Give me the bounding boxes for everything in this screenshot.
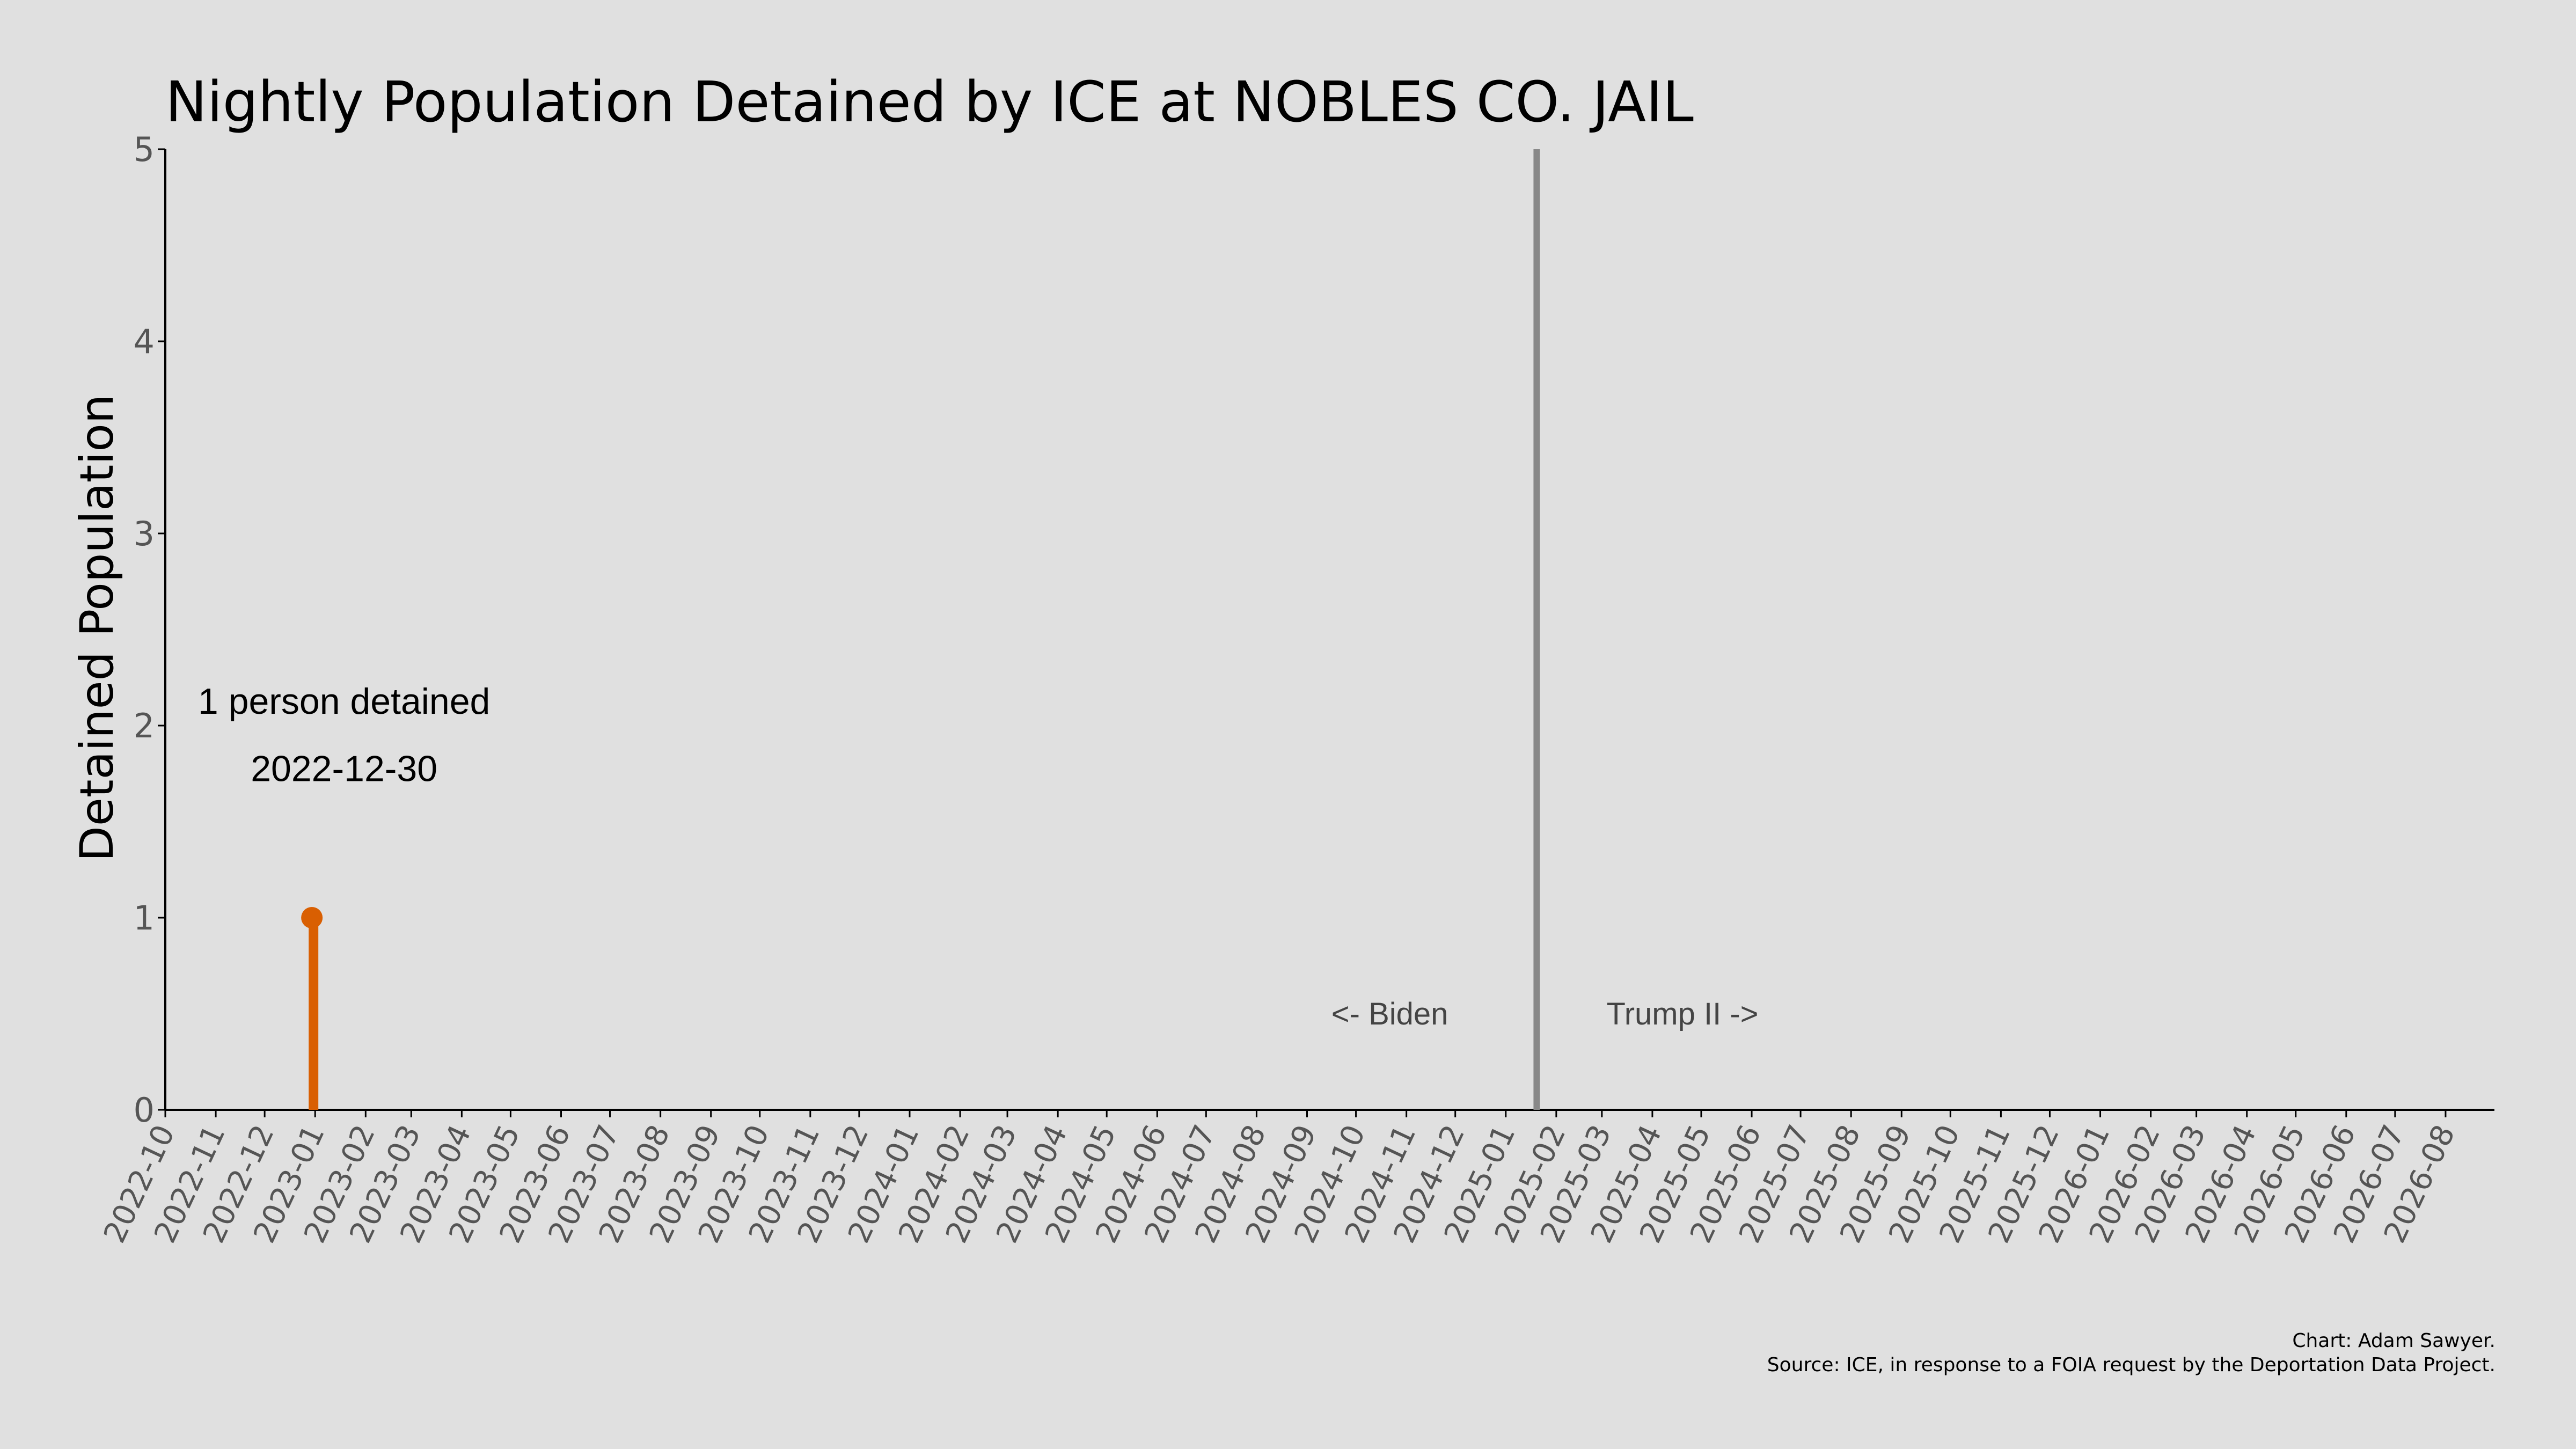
annotation-count: 1 person detained: [198, 681, 490, 722]
series-layer: [301, 907, 323, 1110]
era-label-biden: <- Biden: [1331, 997, 1448, 1031]
annotation-date: 2022-12-30: [251, 749, 437, 789]
chart-title: Nightly Population Detained by ICE at NO…: [165, 69, 1694, 135]
era-label-trump: Trump II ->: [1606, 997, 1758, 1031]
y-tick-label: 4: [134, 322, 155, 361]
annotation-layer: 1 person detained 2022-12-30: [198, 681, 490, 789]
y-tick-label: 5: [134, 130, 155, 169]
data-point: [301, 907, 323, 928]
caption-source: Source: ICE, in response to a FOIA reque…: [1767, 1354, 2496, 1376]
caption-credit: Chart: Adam Sawyer.: [2292, 1330, 2496, 1352]
y-tick-label: 2: [134, 706, 155, 745]
y-tick-label: 1: [134, 898, 155, 938]
y-axis-label: Detained Population: [70, 394, 124, 862]
y-tick-label: 0: [134, 1091, 155, 1130]
y-tick-label: 3: [134, 514, 155, 553]
series-line: [309, 913, 319, 1110]
